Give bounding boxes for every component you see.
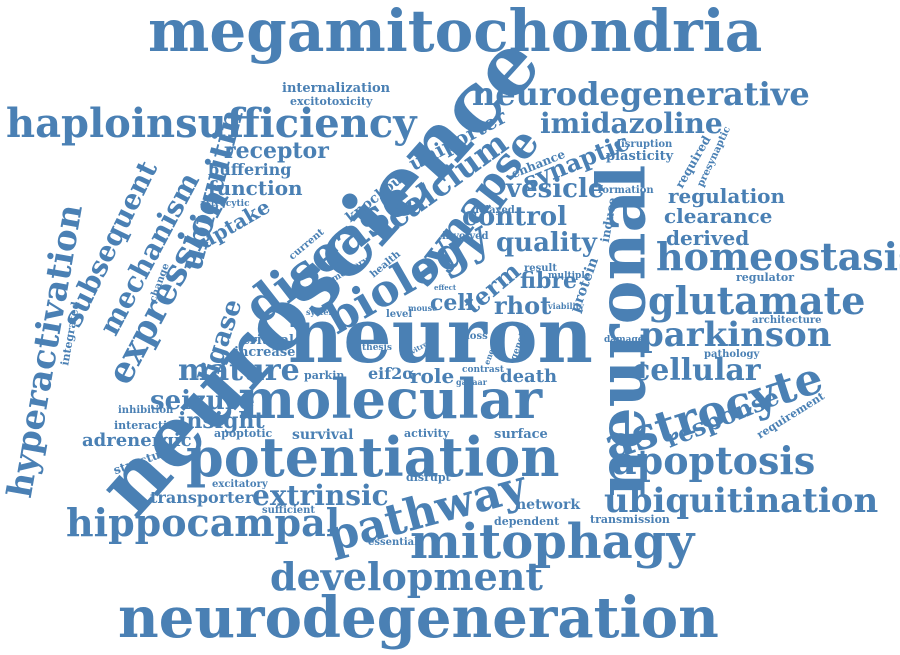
word-seizure: seizure bbox=[150, 386, 255, 416]
word-megamitochondria: megamitochondria bbox=[148, 0, 763, 65]
word-gabaar: gabaar bbox=[456, 377, 487, 387]
word-inhibition: inhibition bbox=[118, 405, 174, 416]
word-cell: cell bbox=[430, 290, 475, 316]
word-apoptotic: apoptotic bbox=[214, 427, 273, 440]
word-rhot: rhot bbox=[494, 291, 552, 320]
word-imidazoline: imidazoline bbox=[540, 107, 723, 140]
word-apoptosis: apoptosis bbox=[612, 438, 816, 483]
word-control: control bbox=[462, 202, 568, 232]
word-homeostasis: homeostasis bbox=[656, 234, 900, 279]
word-vesicle: vesicle bbox=[506, 174, 605, 204]
word-level: level bbox=[386, 309, 413, 320]
word-haploinsufficiency: haploinsufficiency bbox=[6, 100, 417, 147]
word-cellular: cellular bbox=[632, 353, 761, 388]
word-plasticity: plasticity bbox=[606, 149, 674, 164]
word-mitophagy: mitophagy bbox=[410, 514, 695, 570]
word-clearance: clearance bbox=[664, 204, 773, 228]
word-architecture: architecture bbox=[752, 315, 822, 326]
word-hippocampal: hippocampal bbox=[66, 500, 341, 545]
word-role: role bbox=[410, 364, 455, 388]
word-network: network bbox=[516, 497, 581, 513]
word-regulator: regulator bbox=[736, 271, 795, 284]
word-regulation: regulation bbox=[668, 184, 786, 208]
word-formation: formation bbox=[598, 185, 654, 196]
word-development: development bbox=[270, 554, 543, 599]
word-function: function bbox=[208, 176, 303, 200]
word-hyperactivation: hyperactivation bbox=[0, 201, 91, 501]
word-mouse: mouse bbox=[408, 303, 438, 313]
word-damage: damage bbox=[604, 335, 644, 345]
word-transporter: transporter bbox=[150, 488, 254, 507]
word-loss: loss bbox=[466, 331, 488, 342]
word-involved: involved bbox=[442, 231, 489, 242]
word-internalization: internalization bbox=[282, 81, 391, 96]
word-fibre: fibre bbox=[520, 268, 577, 294]
word-neurodegeneration: neurodegeneration bbox=[118, 585, 719, 651]
word-system: system bbox=[306, 307, 337, 317]
word-buffering: buffering bbox=[208, 160, 292, 179]
word-receptor: receptor bbox=[224, 138, 329, 164]
word-effect: effect bbox=[434, 283, 457, 292]
word-parkinson: parkinson bbox=[640, 315, 832, 355]
word-death: death bbox=[500, 366, 558, 387]
word-sufficient: sufficient bbox=[262, 505, 316, 516]
word-disrupt: disrupt bbox=[406, 471, 451, 484]
word-adrenergic: adrenergic bbox=[82, 430, 192, 451]
word-neurodegenerative: neurodegenerative bbox=[472, 75, 810, 113]
word-thesis: thesis bbox=[362, 343, 392, 353]
word-survival: survival bbox=[292, 427, 354, 443]
word-potentiation: potentiation bbox=[186, 425, 560, 489]
word-quality: quality bbox=[496, 228, 597, 258]
word-derived: derived bbox=[666, 226, 750, 250]
word-interaction: interaction bbox=[114, 419, 183, 432]
word-pathology: pathology bbox=[704, 349, 760, 360]
word-eif2a: eif2α bbox=[368, 364, 415, 383]
word-molecular: molecular bbox=[238, 367, 543, 431]
word-dependent: dependent bbox=[494, 515, 560, 528]
word-critical: critical bbox=[242, 333, 294, 348]
word-increase: increase bbox=[234, 345, 296, 360]
word-insight: insight bbox=[178, 408, 265, 434]
word-essential: essential bbox=[368, 537, 418, 548]
word-extrinsic: extrinsic bbox=[252, 479, 389, 512]
word-excitatory: excitatory bbox=[212, 479, 268, 490]
word-surface: surface bbox=[494, 427, 548, 442]
word-multiple: multiple bbox=[548, 271, 591, 281]
word-astrocytic: astrocytic bbox=[200, 199, 250, 209]
word-disruption: disruption bbox=[614, 139, 673, 150]
word-activity: activity bbox=[404, 427, 450, 440]
word-glutamate: glutamate bbox=[648, 278, 866, 323]
word-parkin: parkin bbox=[304, 369, 345, 382]
word-transmission: transmission bbox=[590, 513, 670, 526]
word-ubiquitination: ubiquitination bbox=[604, 481, 879, 521]
word-contrast: contrast bbox=[462, 365, 504, 375]
word-neuron: neuron bbox=[288, 291, 593, 380]
word-mature: mature bbox=[178, 353, 300, 388]
word-result: result bbox=[524, 263, 557, 274]
word-excitotoxicity: excitotoxicity bbox=[290, 95, 373, 108]
word-delayed: delayed bbox=[472, 205, 515, 216]
word-viability: viability bbox=[548, 301, 584, 311]
